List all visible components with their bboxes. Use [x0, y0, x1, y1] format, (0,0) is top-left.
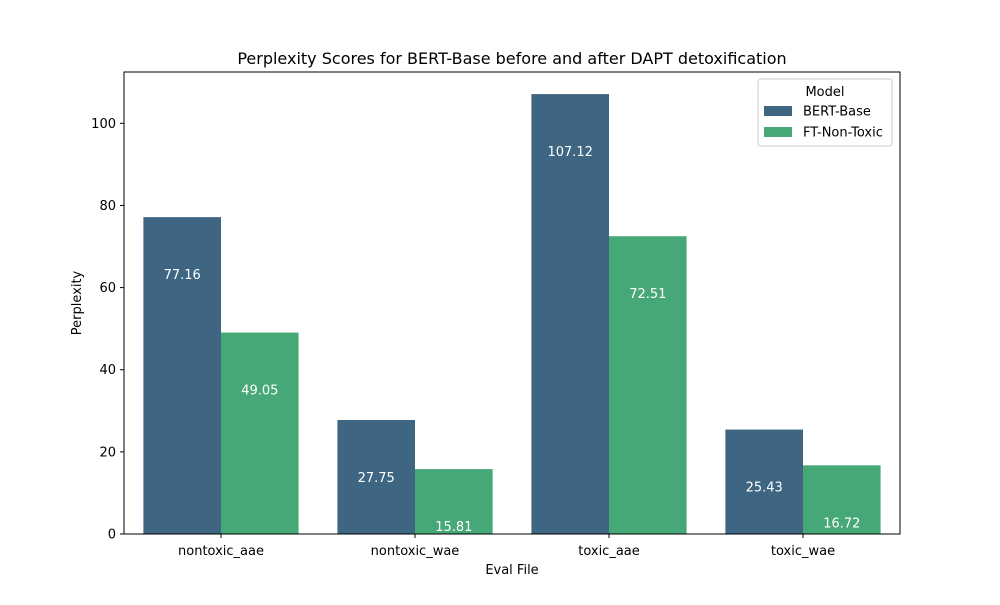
x-tick-label: nontoxic_wae: [371, 544, 460, 559]
data-label: 72.51: [629, 287, 666, 302]
legend-items: BERT-Base FT-Non-Toxic: [764, 105, 883, 141]
x-axis-ticks: nontoxic_aae nontoxic_wae toxic_aae toxic_w…: [178, 534, 835, 559]
x-tick-label: toxic_wae: [771, 544, 835, 559]
data-label: 16.72: [823, 516, 860, 531]
data-label: 49.05: [241, 384, 278, 399]
y-tick-label: 80: [99, 199, 116, 214]
data-labels-group: 77.16 27.75 107.12 25.43 49.05 15.81 72.51 16.7…: [164, 145, 861, 535]
data-label: 107.12: [547, 145, 593, 160]
bar-bert-base-toxic-wae: [725, 429, 803, 534]
plot-frame: [123, 71, 901, 535]
legend-swatch: [764, 106, 792, 116]
y-axis-ticks: 0 20 40 60 80 100: [91, 117, 124, 543]
bar-bert-base-nontoxic-aae: [143, 217, 221, 535]
x-tick-label: nontoxic_aae: [178, 544, 264, 559]
chart-title: Perplexity Scores for BERT-Base before a…: [237, 49, 786, 68]
x-tick-label: toxic_aae: [578, 544, 640, 559]
y-axis-label: Perplexity: [70, 270, 85, 335]
bars-group: [143, 94, 881, 535]
y-tick-label: 0: [108, 528, 116, 543]
legend-swatch: [764, 127, 792, 137]
y-tick-label: 40: [99, 363, 116, 378]
data-label: 27.75: [358, 471, 395, 486]
legend-label: BERT-Base: [803, 105, 871, 120]
x-axis-label: Eval File: [485, 563, 538, 578]
bar-ft-non-toxic-nontoxic-wae: [415, 469, 493, 534]
y-tick-label: 100: [91, 117, 116, 132]
bar-ft-non-toxic-nontoxic-aae: [221, 332, 299, 534]
legend: Model BERT-Base FT-Non-Toxic: [757, 78, 893, 147]
data-label: 25.43: [746, 481, 783, 496]
legend-label: FT-Non-Toxic: [803, 126, 883, 141]
data-label: 77.16: [164, 268, 201, 283]
data-label: 15.81: [435, 520, 472, 535]
y-tick-label: 20: [99, 445, 116, 460]
y-tick-label: 60: [99, 281, 116, 296]
bar-ft-non-toxic-toxic-aae: [609, 236, 687, 535]
bar-ft-non-toxic-toxic-wae: [803, 465, 881, 534]
bar-bert-base-nontoxic-wae: [337, 420, 415, 534]
bar-bert-base-toxic-aae: [531, 94, 609, 534]
legend-title: Model: [805, 85, 844, 100]
